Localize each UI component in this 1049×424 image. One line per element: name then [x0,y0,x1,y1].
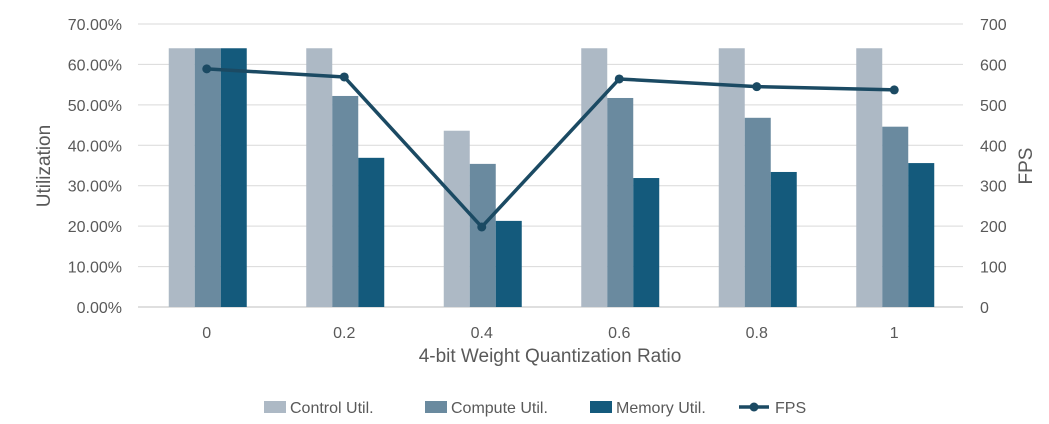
legend-label: Control Util. [290,400,374,417]
y2-tick-label: 300 [980,179,1007,196]
x-tick-label: 0.4 [471,325,493,342]
x-tick-label: 0 [202,325,211,342]
fps-point [889,85,899,95]
fps-line-group [202,64,899,232]
y2-tick-label: 400 [980,138,1007,155]
bars [168,48,935,308]
y2-tick-label: 0 [980,300,989,317]
fps-point [752,82,762,92]
x-tick-label: 1 [890,325,899,342]
fps-line [206,67,895,229]
y2-tick-label: 100 [980,260,1007,277]
legend-swatch [264,401,286,413]
fps-point [477,222,487,232]
legend-label: Memory Util. [616,400,706,417]
y-tick-label: 60.00% [68,57,122,74]
y-tick-label: 0.00% [77,300,122,317]
bar-compute-util [882,126,909,307]
fps-point [339,72,349,82]
legend-label: Compute Util. [451,400,548,417]
legend-swatch [590,401,612,413]
bar-compute-util [744,117,771,308]
y2-tick-label: 500 [980,98,1007,115]
y-tick-label: 20.00% [68,219,122,236]
bar-compute-util [607,97,634,307]
y-axis-label: Utilization [34,125,55,207]
bar-compute-util [194,48,221,307]
fps-point [202,64,212,74]
bar-control-util [856,48,883,307]
y-tick-label: 10.00% [68,260,122,277]
bar-compute-util [332,95,359,307]
x-axis-label: 4-bit Weight Quantization Ratio [419,346,682,367]
x-tick-label: 0.2 [333,325,355,342]
bar-memory-util [495,220,522,307]
legend-marker [749,402,759,412]
bar-memory-util [220,48,247,307]
bar-control-util [306,48,333,307]
x-tick-label: 0.8 [746,325,768,342]
y2-axis-label: FPS [1016,148,1037,185]
bar-memory-util [358,157,385,307]
bar-memory-util [770,171,797,307]
bar-memory-util [908,163,935,307]
y-tick-label: 50.00% [68,98,122,115]
y2-axis-ticks: 0 100 200 300 400 500 600 700 [980,17,1007,317]
y-tick-label: 40.00% [68,138,122,155]
y-axis-ticks: 0.00% 10.00% 20.00% 30.00% 40.00% 50.00% 60.00… [68,17,122,317]
x-tick-label: 0.6 [608,325,630,342]
y-tick-label: 30.00% [68,179,122,196]
x-axis-ticks: 0 0.2 0.4 0.6 0.8 1 [202,325,899,342]
gridlines [138,23,963,308]
y2-tick-label: 700 [980,17,1007,34]
bar-compute-util [469,163,496,307]
legend: Control Util. Compute Util. Memory Util. FP… [264,400,806,417]
y2-tick-label: 200 [980,219,1007,236]
bar-control-util [718,48,745,307]
bar-control-util [443,130,470,307]
fps-point [614,74,624,84]
bar-memory-util [633,178,660,307]
y-tick-label: 70.00% [68,17,122,34]
legend-swatch [425,401,447,413]
bar-control-util [168,48,195,307]
legend-label: FPS [775,400,806,417]
y2-tick-label: 600 [980,57,1007,74]
bar-control-util [581,48,608,307]
